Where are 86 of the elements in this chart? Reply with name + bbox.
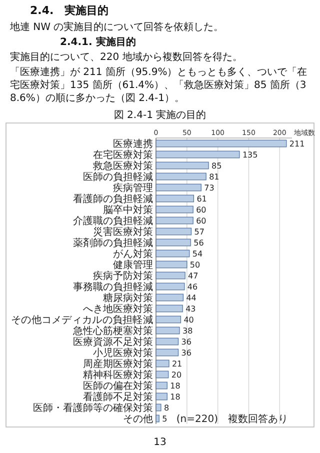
data-label: 18: [170, 392, 180, 402]
data-label: 135: [242, 150, 258, 160]
data-label: 5: [162, 414, 168, 424]
data-label: 211: [289, 139, 305, 148]
text: 地連 NW の実施目的について回答を依頼した。: [9, 21, 224, 33]
data-label: 44: [186, 293, 196, 302]
y-tick-label: 糖尿病対策: [103, 292, 153, 304]
y-tick-label: 救急医療対策: [92, 160, 153, 172]
y-tick-label: 薬剤師の負担軽減: [73, 237, 153, 249]
data-label: 21: [172, 359, 182, 368]
bar: [156, 228, 192, 236]
bar: [156, 194, 194, 202]
bar: [156, 404, 162, 412]
text: 2.4. 実施目的: [30, 4, 109, 17]
data-label: 38: [182, 326, 193, 336]
data-label: 73: [204, 183, 214, 192]
data-label: 60: [196, 216, 206, 226]
data-label: 54: [192, 249, 203, 258]
y-tick-label: がん対策: [113, 248, 153, 260]
bar: [156, 206, 194, 214]
y-tick-label: 健康管理: [113, 259, 153, 271]
bar: [156, 172, 206, 180]
y-tick-label: 脳卒中対策: [103, 204, 153, 216]
annotation: (n=220) 複数回答あり: [176, 413, 288, 425]
bar: [156, 250, 190, 258]
bar: [156, 382, 168, 390]
bar: [156, 392, 168, 400]
bar: [156, 162, 209, 170]
data-label: 61: [196, 194, 207, 204]
bar: [156, 140, 287, 148]
data-label: 43: [186, 304, 196, 314]
y-tick-label: その他: [123, 413, 153, 425]
bar: [156, 150, 240, 158]
y-tick-label: 医師・看護師等の確保対策: [33, 402, 153, 414]
y-tick-label: 災害医療対策: [93, 226, 153, 238]
bar: [156, 414, 160, 422]
y-tick-label: 在宅医療対策: [93, 149, 153, 161]
bar: [156, 360, 170, 368]
bar: [156, 260, 188, 268]
y-tick-label: 精神科医療対策: [83, 369, 153, 381]
bar: [156, 282, 185, 290]
bar: [156, 316, 182, 324]
y-tick-label: 看護師不足対策: [83, 391, 153, 403]
bar: [156, 272, 186, 280]
y-tick-label: 事務職の負担軽減: [73, 281, 153, 293]
y-tick-label: 医師の偏在対策: [83, 380, 153, 392]
y-tick-label: 小児医療対策: [93, 347, 153, 359]
y-tick-label: 周産期医療対策: [83, 358, 153, 370]
data-label: 36: [181, 348, 192, 358]
bar: [156, 338, 179, 346]
bar: [156, 294, 184, 302]
data-label: 46: [187, 282, 198, 292]
y-tick-label: その他コメディカルの負担軽減: [11, 314, 153, 326]
text: 13: [154, 437, 166, 448]
y-tick-label: 介護職の負担軽減: [73, 215, 153, 227]
y-tick-label: 医療連携: [113, 138, 153, 150]
data-label: 60: [196, 205, 206, 214]
text: 2.4.1. 実施目的: [60, 36, 136, 48]
bar: [156, 304, 183, 312]
bar: [156, 326, 180, 334]
data-label: 57: [194, 227, 204, 236]
bar: [156, 238, 191, 246]
bar: [156, 216, 194, 224]
y-tick-label: 医師の負担軽減: [83, 171, 153, 183]
data-label: 81: [209, 172, 220, 182]
y-tick-label: 看護師の負担軽減: [73, 193, 153, 205]
data-label: 40: [184, 315, 194, 324]
y-tick-label: へき地医療対策: [83, 303, 153, 315]
data-label: 50: [190, 260, 200, 270]
bar: [156, 348, 179, 356]
data-label: 47: [188, 271, 198, 280]
y-tick-label: 急性心筋梗塞対策: [72, 325, 153, 337]
data-label: 56: [194, 238, 204, 248]
data-label: 36: [181, 337, 192, 346]
data-label: 20: [171, 370, 182, 380]
bar: [156, 370, 169, 378]
data-label: 85: [212, 161, 222, 170]
text: 実施目的について、220 地域から複数回答を得た。: [10, 51, 242, 63]
y-tick-label: 疾病管理: [113, 182, 153, 194]
data-label: 8: [164, 403, 170, 412]
bar: [156, 184, 202, 192]
text: 「医療連携」が 211 箇所（95.9%）ともっとも多く、ついで「在宅医療対策」135 箇所（61.4%）、「救急医療対策」85 箇所（38.6%）の順に多かった（図 2.4-1）。: [10, 66, 308, 104]
chart-title: 図 2.4-1 実施の目的: [114, 109, 206, 121]
y-tick-label: 疾病予防対策: [93, 270, 153, 282]
y-tick-label: 医療資源不足対策: [73, 336, 153, 348]
data-label: 18: [170, 381, 180, 390]
